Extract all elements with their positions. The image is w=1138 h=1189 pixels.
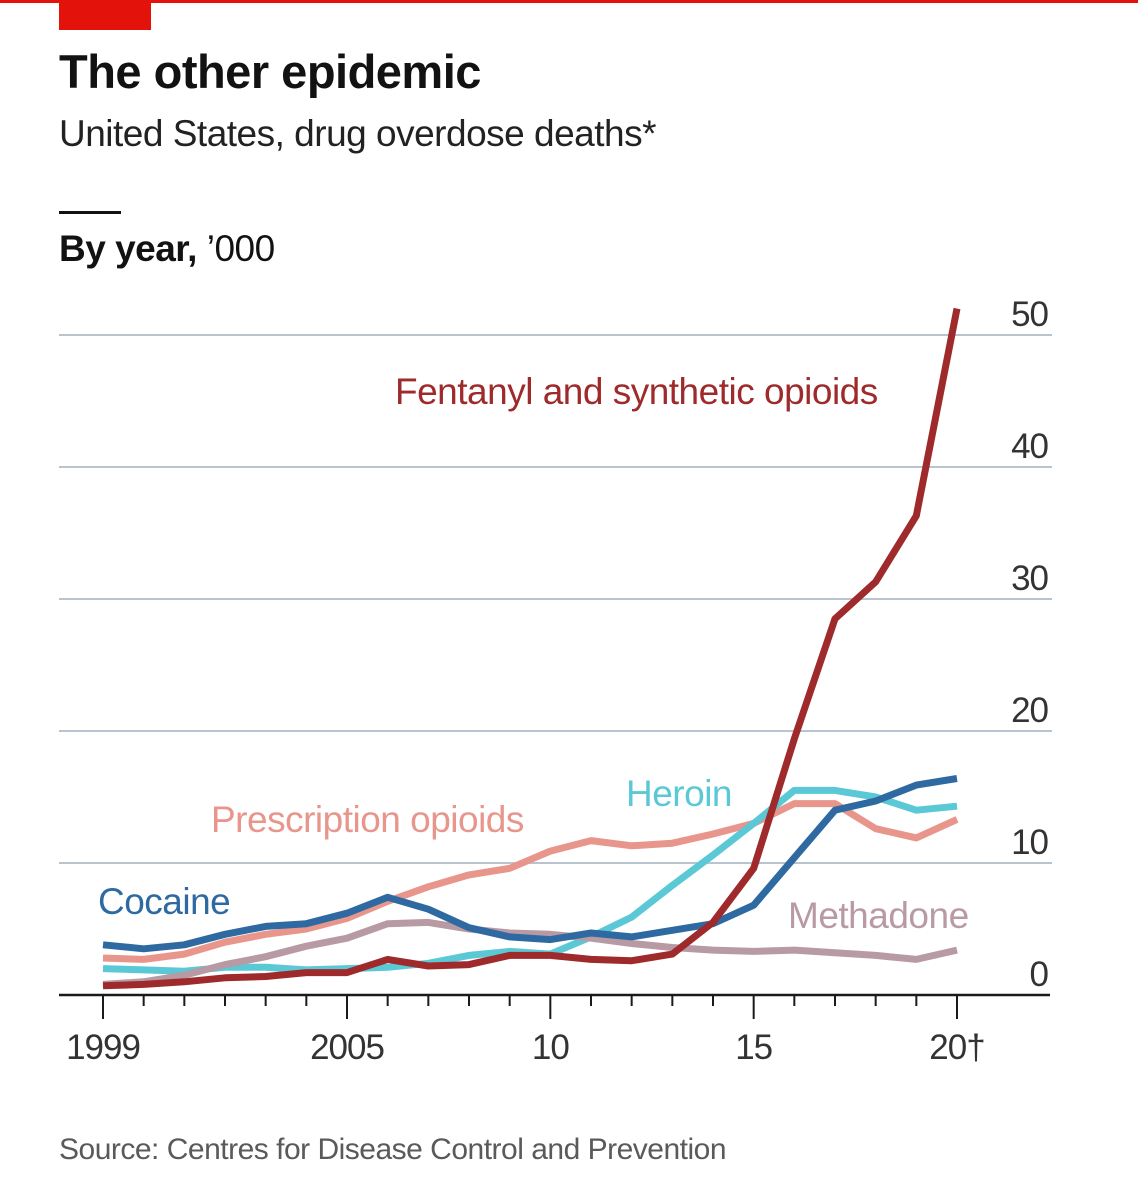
series-labels: Fentanyl and synthetic opioids Prescript… xyxy=(98,371,969,936)
series-line-fentanyl-and-synthetic-opioids xyxy=(102,307,961,990)
x-tick-label-2010: 10 xyxy=(532,1028,569,1067)
unit-label-bold: By year, xyxy=(59,228,197,269)
y-axis-labels: 0 10 20 30 40 50 xyxy=(1011,295,1049,994)
series-line-methadone xyxy=(102,918,958,988)
series-lines xyxy=(102,307,961,990)
unit-label-rest: ’000 xyxy=(196,228,275,269)
x-tick-label-2005: 2005 xyxy=(310,1028,384,1067)
series-line-prescription-opioids xyxy=(102,800,959,963)
unit-label: By year, ’000 xyxy=(59,228,275,270)
top-accent-tab xyxy=(59,0,151,30)
x-tick-label-2015: 15 xyxy=(735,1028,772,1067)
label-prescription: Prescription opioids xyxy=(211,799,524,840)
label-fentanyl: Fentanyl and synthetic opioids xyxy=(395,371,878,412)
chart-subtitle: United States, drug overdose deaths* xyxy=(59,113,657,154)
x-axis: 1999 2005 10 15 20† xyxy=(59,993,1050,1067)
source-note: Source: Centres for Disease Control and … xyxy=(59,1133,727,1166)
top-accent-line xyxy=(0,0,1138,3)
y-tick-label-30: 30 xyxy=(1011,559,1048,598)
y-tick-label-20: 20 xyxy=(1011,691,1048,730)
label-cocaine: Cocaine xyxy=(98,881,230,922)
y-tick-label-10: 10 xyxy=(1011,823,1048,862)
y-tick-label-40: 40 xyxy=(1011,427,1048,466)
x-tick-label-2020: 20† xyxy=(929,1028,984,1067)
label-methadone: Methadone xyxy=(788,895,969,936)
y-tick-label-0: 0 xyxy=(1030,955,1049,994)
gridlines xyxy=(59,334,1052,864)
x-tick-label-1999: 1999 xyxy=(66,1028,140,1067)
unit-rule xyxy=(59,211,121,214)
chart-title: The other epidemic xyxy=(59,45,481,98)
y-tick-label-50: 50 xyxy=(1011,295,1048,334)
label-heroin: Heroin xyxy=(626,773,732,814)
series-line-cocaine xyxy=(102,775,958,953)
